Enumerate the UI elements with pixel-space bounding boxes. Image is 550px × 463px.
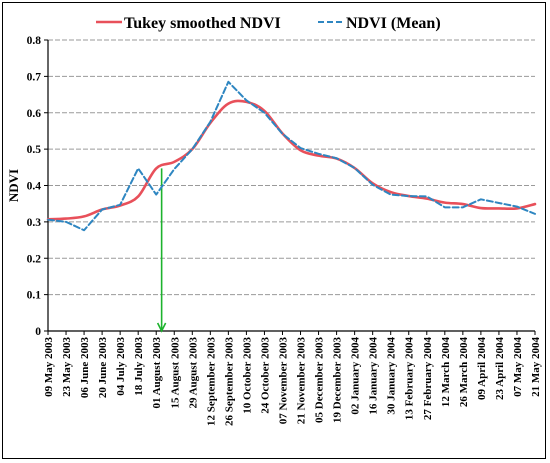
x-tick-label: 23 April 2004	[494, 337, 506, 400]
x-tick-label: 01 August 2003	[151, 337, 163, 409]
x-tick-label: 10 October 2003	[241, 337, 253, 414]
x-tick-label: 21 November 2003	[296, 337, 308, 425]
x-tick-label: 12 September 2003	[205, 337, 217, 427]
x-tick-label: 18 July 2003	[133, 337, 145, 396]
x-tick-label: 12 March 2004	[440, 337, 452, 408]
x-tick-label: 19 December 2003	[332, 337, 344, 423]
y-tick-label: 0.8	[27, 35, 42, 47]
y-tick-label: 0.5	[27, 144, 42, 156]
series-lines	[46, 80, 537, 232]
x-tick-label: 21 May 2004	[530, 337, 542, 397]
axes	[47, 40, 535, 332]
y-tick-label: 0.3	[27, 217, 42, 229]
y-tick-label: 0.7	[27, 71, 42, 83]
y-tick-labels: 0 0.1 0.2 0.3 0.4 0.5 0.6 0.7 0.8	[27, 35, 42, 338]
y-tick-label: 0.2	[27, 253, 42, 265]
annotation-arrow	[156, 168, 167, 333]
series-line-ndvi-mean	[47, 80, 536, 232]
x-tick-label: 23 May 2003	[61, 337, 73, 397]
legend-label: NDVI (Mean)	[346, 15, 441, 32]
x-tick-label: 09 May 2003	[43, 337, 55, 397]
gridlines	[44, 39, 535, 332]
x-tick-label: 26 March 2004	[458, 337, 470, 408]
x-tick-label: 07 May 2004	[512, 337, 524, 397]
chart-frame	[2, 2, 546, 459]
series-line-tukey-smoothed	[46, 99, 537, 221]
x-tick-label: 20 June 2003	[97, 337, 109, 399]
x-tick-label: 16 January 2004	[368, 337, 380, 415]
x-tick-label: 13 February 2004	[404, 337, 416, 421]
x-tick-label: 24 October 2003	[259, 337, 271, 414]
x-tick-label: 30 January 2004	[386, 337, 398, 415]
x-tick-label: 06 June 2003	[79, 337, 91, 399]
x-tick-label: 27 February 2004	[422, 337, 434, 421]
y-tick-label: 0.1	[27, 290, 42, 302]
x-tick-label: 04 July 2003	[115, 337, 127, 396]
x-tick-label: 05 December 2003	[314, 337, 326, 423]
x-tick-labels: 09 May 2003 23 May 2003 06 June 2003 20 Jun…	[43, 331, 542, 426]
y-tick-label: 0.6	[27, 108, 42, 120]
legend: Tukey smoothed NDVI NDVI (Mean)	[96, 15, 441, 32]
x-tick-label: 02 January 2004	[350, 337, 362, 415]
legend-label: Tukey smoothed NDVI	[124, 15, 281, 32]
x-tick-label: 09 April 2004	[476, 337, 488, 400]
y-tick-label: 0	[35, 326, 41, 338]
x-tick-label: 07 November 2003	[277, 337, 289, 425]
x-tick-label: 26 September 2003	[223, 337, 235, 427]
x-tick-label: 29 August 2003	[187, 337, 199, 409]
arrow-head	[156, 322, 167, 333]
y-axis-label: NDVI	[6, 169, 21, 202]
x-tick-label: 15 August 2003	[169, 337, 181, 409]
y-tick-label: 0.4	[27, 181, 42, 193]
